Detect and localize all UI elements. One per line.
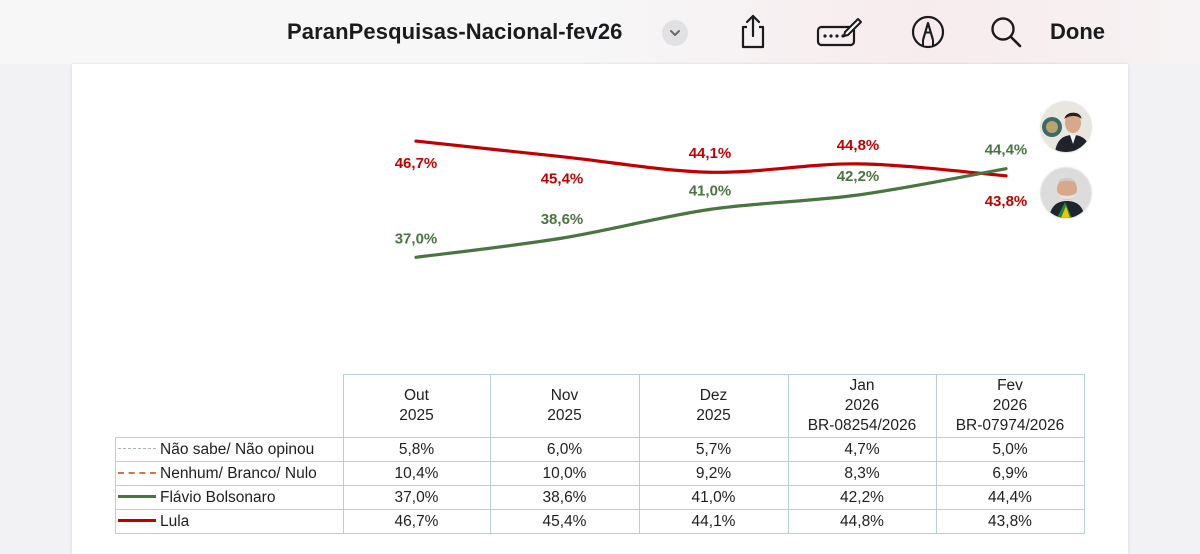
portrait-flavio-icon — [1041, 102, 1091, 152]
table-header-row: Out 2025 Nov 2025 Dez 2025 Jan 2026 BR-0… — [115, 374, 1085, 438]
document-title[interactable]: ParanPesquisas-Nacional-fev26 — [287, 19, 623, 44]
header-month: Out — [404, 387, 429, 404]
search-icon — [991, 17, 1022, 48]
row-label: Não sabe/ Não opinou — [115, 437, 344, 462]
legend-red-line-icon — [118, 519, 156, 523]
header-month: Dez — [699, 387, 728, 404]
table-cell: 44,1% — [638, 509, 789, 534]
row-label-text: Não sabe/ Não opinou — [160, 441, 315, 458]
data-label: 42,2% — [837, 168, 880, 185]
header-month: Fev — [997, 377, 1023, 394]
data-labels-lula: 46,7% 45,4% 44,1% 44,8% 43,8% — [395, 137, 1028, 210]
table-cell: 4,7% — [787, 437, 937, 462]
table-cell: 41,0% — [638, 485, 789, 510]
data-label: 43,8% — [985, 193, 1028, 210]
data-label: 37,0% — [395, 230, 438, 247]
data-label: 38,6% — [541, 211, 584, 228]
column-header: Fev 2026 BR-07974/2026 — [935, 374, 1085, 438]
share-icon — [741, 14, 765, 49]
table-cell: 5,7% — [638, 437, 789, 462]
row-label-text: Flávio Bolsonaro — [160, 489, 276, 506]
portrait-lula-icon — [1041, 168, 1091, 218]
share-button[interactable] — [736, 12, 770, 52]
data-label: 45,4% — [541, 171, 584, 188]
header-registry: BR-08254/2026 — [807, 417, 917, 434]
markup-pen-icon — [911, 15, 945, 49]
column-header: Jan 2026 BR-08254/2026 — [787, 374, 937, 438]
header-year: 2026 — [844, 397, 880, 414]
legend-green-line-icon — [118, 495, 156, 499]
avatar-lula — [1041, 168, 1091, 218]
markup-button[interactable] — [908, 12, 948, 52]
header-year: 2025 — [547, 407, 582, 424]
table-cell: 6,9% — [935, 461, 1085, 486]
done-button[interactable]: Done — [1050, 19, 1105, 44]
table-row-lula: Lula 46,7% 45,4% 44,1% 44,8% 43,8% — [115, 509, 1085, 534]
data-label: 41,0% — [689, 182, 732, 199]
keyboard-pencil-icon — [816, 18, 862, 47]
row-label-text: Lula — [160, 513, 190, 530]
line-chart: 46,7% 45,4% 44,1% 44,8% 43,8% 37,0% 38,6% 41,0… — [395, 137, 1028, 259]
table-row-nenhum: Nenhum/ Branco/ Nulo 10,4% 10,0% 9,2% 8,… — [115, 461, 1085, 486]
column-header: Nov 2025 — [489, 374, 640, 438]
table-cell: 6,0% — [489, 437, 640, 462]
table-cell: 5,8% — [342, 437, 491, 462]
search-button[interactable] — [986, 12, 1026, 52]
row-label: Flávio Bolsonaro — [115, 485, 344, 510]
data-label: 44,8% — [837, 137, 880, 154]
table-cell: 5,0% — [935, 437, 1085, 462]
table-cell: 44,8% — [787, 509, 937, 534]
series-line-flavio — [414, 167, 1008, 259]
legend-dotted-icon — [118, 448, 156, 450]
column-header: Dez 2025 — [638, 374, 789, 438]
keyboard-markup-button[interactable] — [814, 12, 864, 52]
avatar-flavio — [1041, 102, 1091, 152]
chevron-down-icon — [670, 30, 680, 36]
header-registry: BR-07974/2026 — [955, 417, 1065, 434]
row-label: Nenhum/ Branco/ Nulo — [115, 461, 344, 486]
header-month: Jan — [849, 377, 875, 394]
series-line-lula — [414, 139, 1008, 178]
data-label: 46,7% — [395, 155, 438, 172]
table-row-nao-sabe: Não sabe/ Não opinou 5,8% 6,0% 5,7% 4,7%… — [115, 437, 1085, 462]
table-cell: 37,0% — [342, 485, 491, 510]
legend-dashed-icon — [118, 471, 156, 474]
table-cell: 44,4% — [935, 485, 1085, 510]
table-cell: 45,4% — [489, 509, 640, 534]
results-table: Out 2025 Nov 2025 Dez 2025 Jan 2026 BR-0… — [115, 374, 1085, 534]
table-corner — [115, 374, 344, 438]
data-labels-flavio: 37,0% 38,6% 41,0% 42,2% 44,4% — [395, 142, 1028, 248]
table-cell: 46,7% — [342, 509, 491, 534]
header-month: Nov — [550, 387, 579, 404]
table-cell: 9,2% — [638, 461, 789, 486]
header-year: 2026 — [992, 397, 1028, 414]
table-cell: 42,2% — [787, 485, 937, 510]
column-header: Out 2025 — [342, 374, 491, 438]
row-label-text: Nenhum/ Branco/ Nulo — [160, 465, 317, 482]
data-label: 44,4% — [985, 142, 1028, 159]
table-cell: 10,4% — [342, 461, 491, 486]
top-toolbar: ParanPesquisas-Nacional-fev26 — [0, 0, 1200, 64]
table-cell: 10,0% — [489, 461, 640, 486]
header-year: 2025 — [399, 407, 434, 424]
table-row-flavio: Flávio Bolsonaro 37,0% 38,6% 41,0% 42,2%… — [115, 485, 1085, 510]
table-cell: 43,8% — [935, 509, 1085, 534]
table-cell: 8,3% — [787, 461, 937, 486]
pdf-page: 46,7% 45,4% 44,1% 44,8% 43,8% 37,0% 38,6% 41,0… — [72, 64, 1128, 554]
table-cell: 38,6% — [489, 485, 640, 510]
header-year: 2025 — [696, 407, 731, 424]
data-label: 44,1% — [689, 145, 732, 162]
title-menu-button[interactable] — [662, 20, 688, 46]
row-label: Lula — [115, 509, 344, 534]
